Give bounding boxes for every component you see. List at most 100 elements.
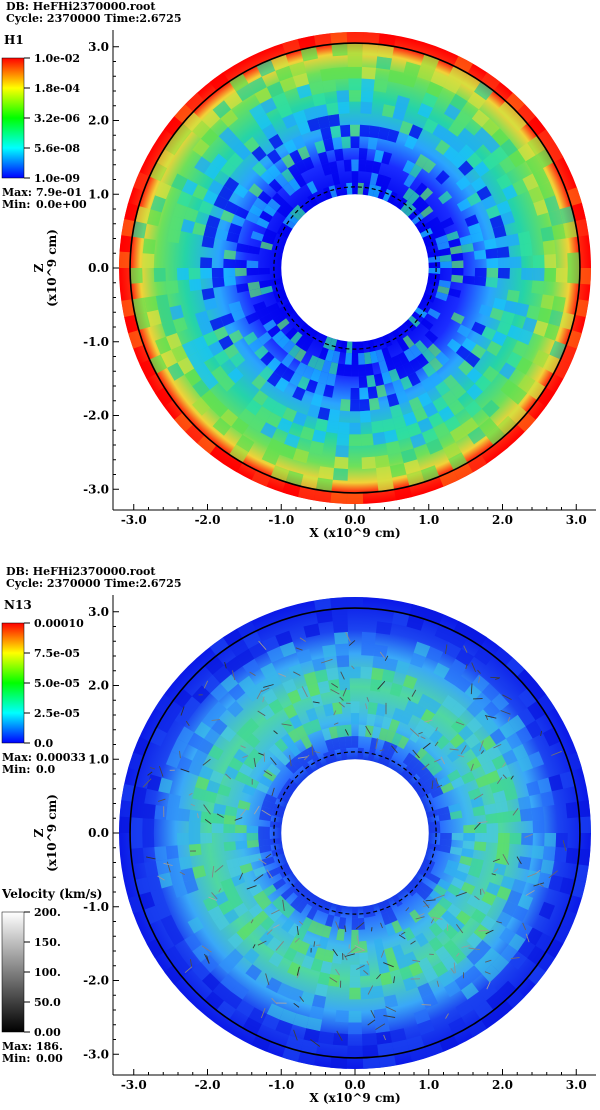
velocity-arrow (502, 762, 506, 768)
shell-cell (486, 258, 499, 268)
shell-cell (307, 117, 321, 132)
shell-cell (306, 906, 318, 921)
velocity-arrow (496, 777, 503, 784)
shell-cell (119, 800, 133, 818)
shell-cell (389, 404, 403, 419)
shell-cell (245, 964, 262, 981)
shell-cell (466, 367, 483, 384)
velocity-arrow (257, 710, 266, 717)
shell-cell (218, 127, 236, 145)
velocity-arrow (412, 959, 421, 963)
shell-cell (502, 184, 518, 201)
shell-cell (502, 749, 518, 766)
shell-cell (409, 344, 422, 358)
shell-cell (411, 876, 424, 888)
shell-cell (243, 331, 258, 346)
shell-cell (551, 296, 566, 313)
shell-cell (274, 173, 289, 188)
shell-cell (509, 833, 522, 845)
velocity-arrow (271, 997, 278, 1005)
shell-cell (276, 982, 293, 999)
velocity-arrow (224, 661, 227, 669)
shell-cell (508, 933, 526, 952)
shell-cell (554, 847, 568, 863)
shell-cell (497, 833, 510, 844)
shell-cell (574, 218, 589, 237)
velocity-arrow (533, 882, 545, 887)
shell-cell (266, 936, 282, 952)
shell-cell (177, 357, 195, 375)
shell-cell (233, 748, 249, 764)
shell-cell (268, 133, 284, 150)
shell-cell (400, 376, 413, 391)
velocity-arrow (478, 676, 481, 683)
shell-cell (318, 466, 334, 480)
shell-cell (578, 816, 591, 833)
shell-cell (314, 598, 332, 612)
velocity-arrow (435, 777, 439, 785)
shell-cell (253, 197, 268, 211)
velocity-arrow (294, 937, 300, 943)
shell-cell (478, 304, 493, 317)
shell-cell (512, 179, 529, 196)
velocity-arrow (239, 872, 244, 880)
shell-cell (485, 813, 498, 824)
shell-cell (358, 148, 368, 161)
shell-cell (314, 104, 329, 118)
shell-cell (234, 206, 249, 220)
shell-cell (227, 367, 244, 384)
velocity-arrow (265, 973, 270, 986)
velocity-arrow (332, 948, 338, 957)
shell-cell (455, 999, 474, 1018)
shell-cell (246, 260, 259, 268)
shell-cell (444, 980, 461, 998)
shell-cell (276, 335, 291, 349)
velocity-arrow (203, 680, 209, 689)
shell-cell (559, 312, 575, 330)
shell-cell (165, 280, 179, 295)
shell-cell (481, 326, 497, 341)
shell-cell (154, 386, 174, 407)
shell-cell (188, 821, 201, 833)
velocity-arrow (344, 925, 347, 933)
shell-cell (536, 129, 556, 150)
shell-cell (154, 694, 174, 715)
shell-cell (271, 809, 285, 818)
shell-cell (496, 886, 512, 901)
shell-cell (525, 927, 543, 946)
shell-cell (167, 362, 185, 381)
shell-cell (503, 300, 518, 314)
shell-cell (428, 827, 441, 833)
shell-cell (260, 241, 273, 251)
shell-cell (449, 658, 468, 676)
shell-cell (383, 657, 399, 672)
shell-cell (399, 965, 413, 981)
shell-cell (260, 806, 273, 816)
shell-cell (473, 924, 490, 940)
shell-cell (330, 491, 348, 504)
shell-cell (213, 350, 230, 366)
shell-cell (150, 888, 166, 906)
shell-cell (458, 360, 474, 376)
shell-cell (268, 951, 284, 968)
velocity-arrow (257, 940, 267, 946)
shell-cell (135, 312, 151, 330)
shell-cell (358, 724, 367, 737)
shell-cell (223, 177, 240, 193)
velocity-tick-label: 0.00 (34, 1026, 61, 1039)
shell-cell (505, 657, 525, 678)
shell-cell (335, 643, 349, 656)
shell-cell (461, 337, 477, 353)
shell-cell (373, 644, 388, 658)
shell-cell (559, 206, 575, 224)
velocity-arrow (216, 813, 224, 818)
shell-cell (201, 711, 219, 729)
shell-cell (456, 198, 472, 212)
shell-cell (314, 357, 325, 372)
shell-cell (306, 745, 318, 760)
shell-cell (213, 915, 230, 931)
shell-cell (139, 891, 155, 910)
velocity-arrow (301, 686, 308, 698)
shell-cell (270, 465, 290, 482)
